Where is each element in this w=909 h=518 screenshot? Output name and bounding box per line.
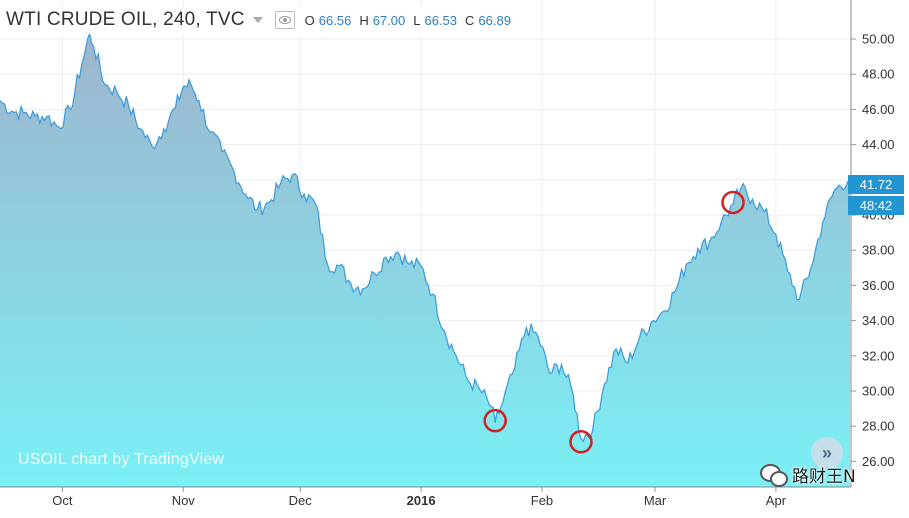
y-tick-label: 34.00 <box>862 313 895 328</box>
ohlc-close-value: 66.89 <box>478 12 511 28</box>
ohlc-open-value: 66.56 <box>318 12 352 28</box>
ohlc-close-label: C <box>465 12 475 28</box>
y-tick-label: 38.00 <box>862 243 895 258</box>
y-tick-label: 26.00 <box>862 454 895 469</box>
ohlc-open-label: O <box>304 12 315 28</box>
ohlc-high-label: H <box>359 12 369 28</box>
double-chevron-right-icon: » <box>821 442 832 463</box>
ohlc-low-label: L <box>413 12 421 28</box>
tradingview-watermark[interactable]: USOIL chart by TradingView <box>18 451 225 468</box>
wechat-icon <box>760 463 788 487</box>
highlight-circle <box>483 408 507 433</box>
x-tick-label: Nov <box>172 493 196 508</box>
y-tick-label: 48.00 <box>862 67 895 82</box>
chevron-down-icon[interactable] <box>252 17 263 23</box>
y-tick-label: 30.00 <box>862 384 895 399</box>
y-tick-label: 36.00 <box>862 278 895 293</box>
price-area-fill <box>0 33 850 487</box>
y-tick-label: 46.00 <box>862 102 895 117</box>
x-tick-label: Mar <box>644 493 667 508</box>
y-tick-label: 28.00 <box>862 419 895 434</box>
eye-icon[interactable] <box>274 11 295 29</box>
y-tick-label: 50.00 <box>862 32 895 47</box>
price-tag-countdown: 48:42 <box>848 196 904 215</box>
chart-header: WTI CRUDE OIL, 240, TVC O 66.56 H 67.00 … <box>6 6 515 34</box>
scroll-to-realtime-button[interactable]: » <box>811 437 843 469</box>
wechat-account-name: 路财王N <box>792 467 856 487</box>
ohlc-high-value: 67.00 <box>372 12 406 28</box>
price-line <box>0 31 851 443</box>
wechat-watermark: 路财王N <box>760 462 856 487</box>
chart-title[interactable]: WTI CRUDE OIL, 240, TVC <box>6 9 245 30</box>
x-tick-label: Feb <box>531 493 553 508</box>
x-tick-label: 2016 <box>407 493 436 508</box>
highlight-circle <box>569 430 593 454</box>
x-tick-label: Oct <box>52 493 73 508</box>
highlight-circle <box>721 190 745 215</box>
ohlc-readout: O 66.56 H 67.00 L 66.53 C 66.89 <box>305 13 515 28</box>
price-tag-current: 41.72 <box>848 175 904 194</box>
y-tick-label: 32.00 <box>862 348 895 363</box>
y-tick-label: 44.00 <box>862 137 895 152</box>
ohlc-low-value: 66.53 <box>424 12 458 28</box>
x-tick-label: Dec <box>289 493 313 508</box>
x-tick-label: Apr <box>766 493 787 508</box>
